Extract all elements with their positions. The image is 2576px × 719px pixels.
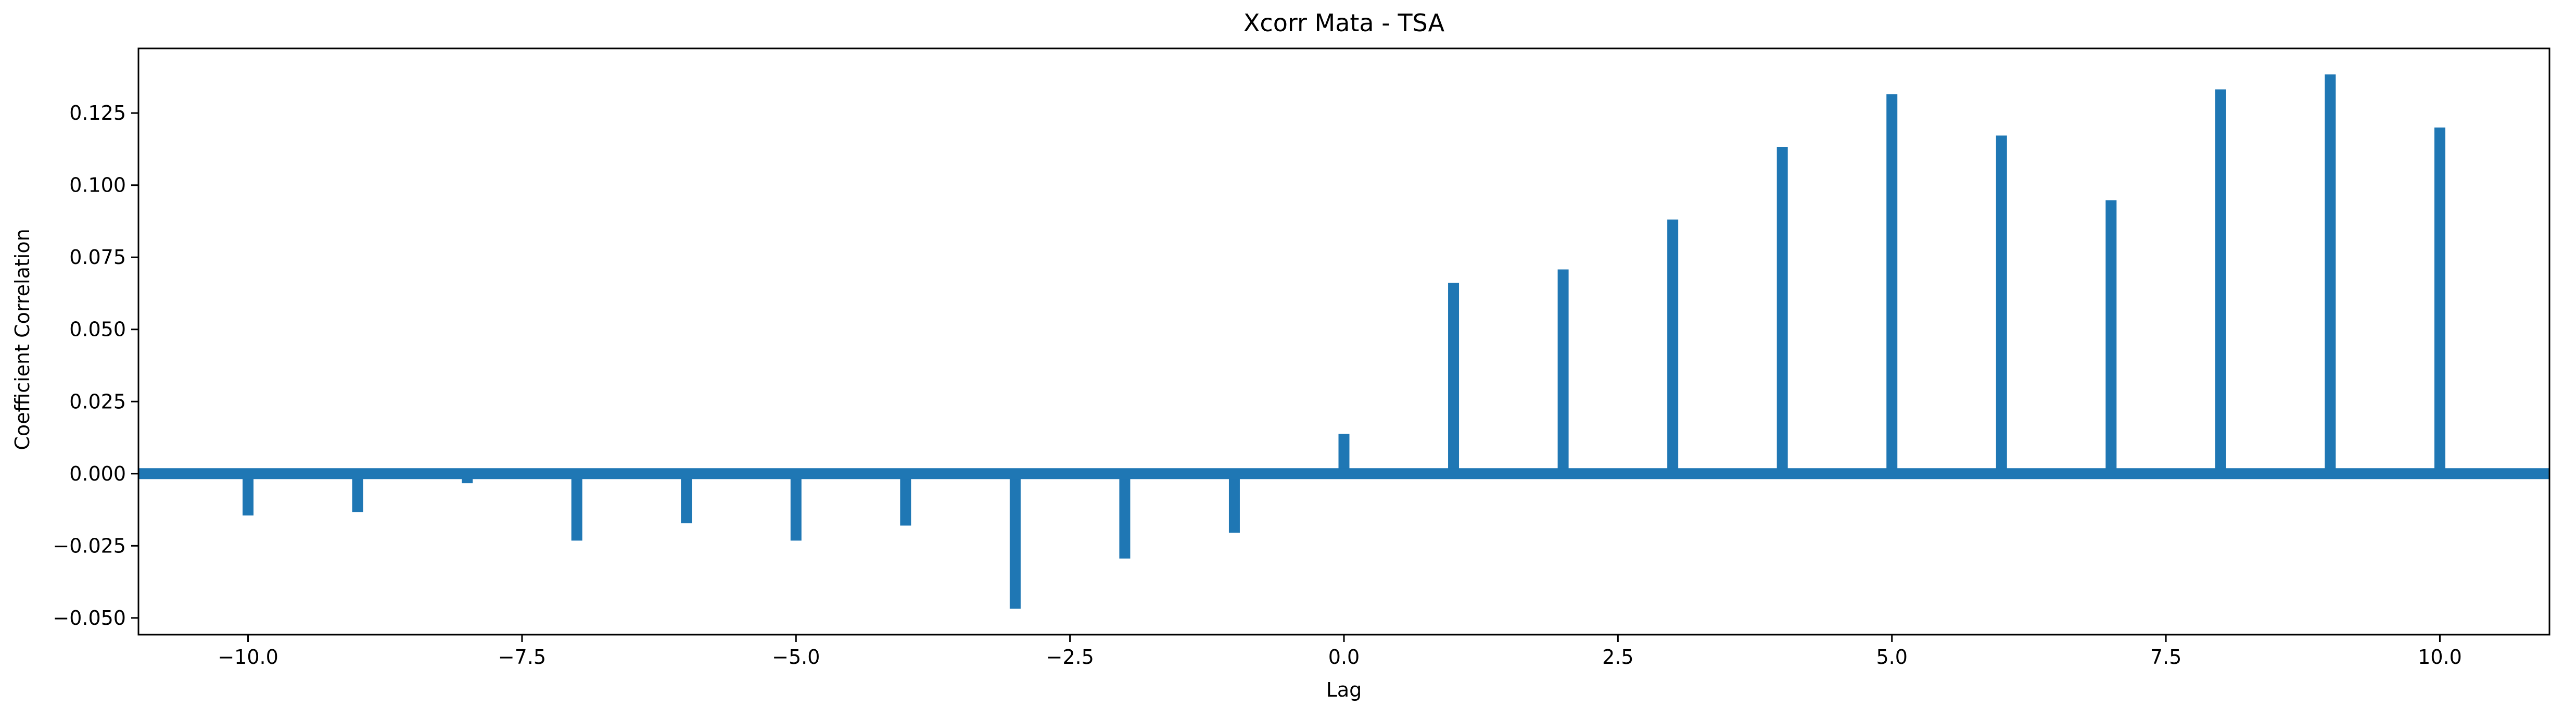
chart-title: Xcorr Mata - TSA	[1243, 9, 1445, 37]
x-tick-label: 10.0	[2418, 646, 2462, 668]
x-tick-label: 2.5	[1602, 646, 1633, 668]
y-tick-label: 0.050	[69, 318, 126, 341]
x-tick-label: −2.5	[1046, 646, 1094, 668]
x-tick-label: 7.5	[2150, 646, 2181, 668]
x-tick-label: −7.5	[498, 646, 546, 668]
y-tick-label: 0.025	[69, 390, 126, 413]
x-tick-label: 0.0	[1328, 646, 1360, 668]
y-tick-label: −0.050	[53, 607, 126, 629]
y-axis-label: Coefficient Correlation	[11, 229, 34, 450]
y-tick-label: 0.125	[69, 102, 126, 124]
x-tick-label: −5.0	[772, 646, 820, 668]
plot-frame	[137, 47, 2550, 636]
y-tick-label: 0.075	[69, 246, 126, 269]
x-tick-label: 5.0	[1876, 646, 1908, 668]
chart-marks	[138, 74, 2549, 609]
x-tick-label: −10.0	[218, 646, 278, 668]
y-tick-label: 0.100	[69, 174, 126, 197]
y-tick-label: −0.025	[53, 534, 126, 557]
x-axis-label: Lag	[1326, 678, 1362, 701]
y-tick-label: 0.000	[69, 462, 126, 485]
chart-ticks: −10.0 −7.5 −5.0 −2.5 0.0 2.5 5.0 7.5 10.0 −0.050 −…	[53, 102, 2461, 668]
